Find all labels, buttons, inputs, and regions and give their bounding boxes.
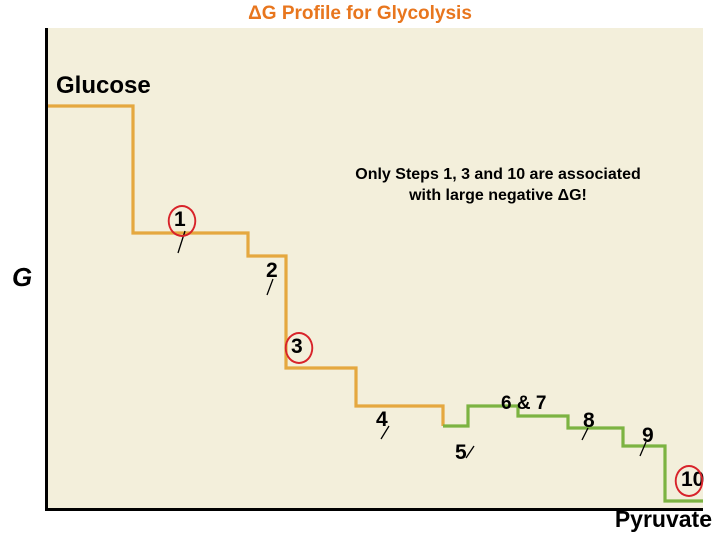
step-label-5: 5 — [455, 441, 467, 465]
step-label-1: 1 — [174, 208, 186, 232]
chart-area: 1 2 3 4 5 6 & 7 8 9 10 — [45, 28, 703, 511]
leader-lines — [178, 231, 646, 458]
energy-path-svg — [48, 28, 703, 508]
orange-path — [48, 106, 443, 426]
annotation-text: Only Steps 1, 3 and 10 are associated wi… — [318, 165, 678, 207]
annotation-line-2: with large negative ΔG! — [409, 187, 587, 204]
step-label-9: 9 — [642, 424, 654, 448]
step-label-4: 4 — [376, 408, 388, 432]
step-label-67: 6 & 7 — [501, 393, 546, 415]
page-title: ΔG Profile for Glycolysis — [0, 3, 720, 25]
glucose-label: Glucose — [56, 72, 151, 100]
leader-line — [466, 446, 474, 458]
annotation-line-1: Only Steps 1, 3 and 10 are associated — [355, 166, 640, 183]
step-label-3: 3 — [291, 335, 303, 359]
green-path — [443, 406, 703, 501]
step-label-2: 2 — [266, 259, 278, 283]
y-axis-label: G — [12, 262, 32, 293]
page: ΔG Profile for Glycolysis G 1 2 3 4 5 6 & 7 8 9… — [0, 0, 720, 540]
step-label-8: 8 — [583, 409, 595, 433]
step-label-10: 10 — [681, 468, 704, 492]
pyruvate-label: Pyruvate — [615, 506, 712, 533]
